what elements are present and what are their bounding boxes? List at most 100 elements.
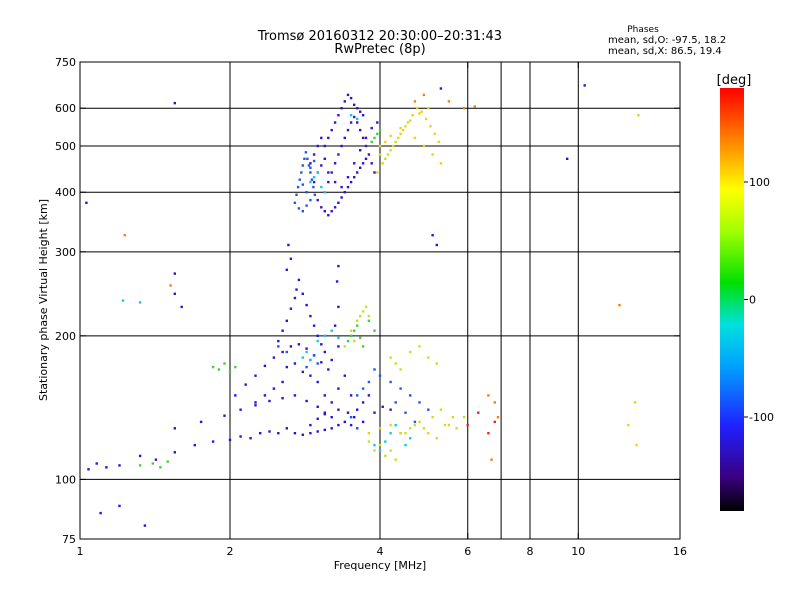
data-point xyxy=(310,178,314,181)
data-point xyxy=(337,264,340,268)
colorbar-label: [deg] xyxy=(717,73,752,88)
data-point xyxy=(118,464,121,467)
data-point xyxy=(364,157,368,160)
data-point xyxy=(343,345,346,348)
x-tick-label: 6 xyxy=(464,545,471,558)
data-point xyxy=(409,394,412,397)
data-point xyxy=(173,451,176,454)
data-point xyxy=(297,278,301,282)
y-tick-label: 750 xyxy=(55,56,76,69)
data-point xyxy=(404,125,407,128)
data-point xyxy=(424,117,428,121)
colorbar-tick-label: 0 xyxy=(749,294,756,307)
data-point xyxy=(309,358,312,362)
data-point xyxy=(409,119,412,122)
data-point xyxy=(154,458,158,461)
data-point xyxy=(356,171,359,174)
x-tick-label: 2 xyxy=(227,545,234,558)
data-point xyxy=(389,423,392,427)
data-point xyxy=(337,201,340,204)
data-point xyxy=(123,234,126,237)
data-point xyxy=(349,121,353,124)
data-point xyxy=(333,206,337,209)
data-point xyxy=(389,449,392,452)
data-point xyxy=(316,334,319,337)
data-point xyxy=(413,423,417,427)
data-point xyxy=(312,153,316,156)
data-point xyxy=(293,362,297,365)
data-point xyxy=(337,345,340,348)
data-point xyxy=(337,423,340,427)
data-point xyxy=(249,437,252,440)
data-point xyxy=(466,423,469,427)
data-point xyxy=(272,387,276,390)
data-point xyxy=(583,84,586,87)
data-point xyxy=(349,416,353,419)
data-point xyxy=(367,380,371,384)
data-point xyxy=(439,408,443,411)
data-point xyxy=(316,362,319,365)
data-point xyxy=(381,405,384,408)
data-point xyxy=(356,107,359,110)
data-point xyxy=(309,180,312,184)
data-point xyxy=(323,157,326,160)
data-point xyxy=(105,466,108,469)
phases-mean-x: mean, sd,X: 86.5, 19.4 xyxy=(608,46,722,57)
data-point xyxy=(277,345,280,348)
data-point xyxy=(361,114,365,117)
data-point xyxy=(306,157,309,160)
data-point xyxy=(285,268,288,271)
data-point xyxy=(633,401,637,404)
data-point xyxy=(451,416,454,419)
data-point xyxy=(340,185,343,189)
data-point xyxy=(378,427,382,430)
data-point xyxy=(289,345,293,348)
data-point xyxy=(330,401,333,404)
data-point xyxy=(293,394,297,397)
data-point xyxy=(244,383,247,386)
data-point xyxy=(138,301,142,304)
data-point xyxy=(320,206,323,209)
data-point xyxy=(566,157,569,160)
data-point xyxy=(356,427,359,430)
data-point xyxy=(327,136,330,140)
data-point xyxy=(443,423,447,427)
data-point xyxy=(316,171,319,174)
data-point xyxy=(316,144,319,148)
data-point xyxy=(312,180,316,184)
data-point xyxy=(409,350,412,354)
data-point xyxy=(239,408,242,411)
data-point xyxy=(312,159,316,163)
data-point xyxy=(316,417,319,420)
data-point xyxy=(297,343,301,346)
data-point xyxy=(353,115,356,119)
data-point xyxy=(298,178,301,181)
data-point xyxy=(361,310,365,313)
data-point xyxy=(320,185,323,189)
data-point xyxy=(496,416,500,419)
data-point xyxy=(343,420,346,424)
data-point xyxy=(323,413,326,416)
data-point xyxy=(268,430,271,433)
data-point xyxy=(335,280,339,283)
data-point xyxy=(281,350,284,354)
data-point xyxy=(323,394,326,397)
data-point xyxy=(356,319,359,322)
data-point xyxy=(330,329,333,332)
data-point xyxy=(263,394,267,397)
data-point xyxy=(268,399,271,403)
phases-title: Phases xyxy=(627,25,659,35)
data-point xyxy=(389,432,392,435)
data-point xyxy=(356,408,359,411)
data-point xyxy=(435,437,438,440)
data-point xyxy=(422,427,426,430)
data-point xyxy=(349,180,353,184)
data-point xyxy=(391,144,395,148)
data-point xyxy=(427,408,430,411)
data-point xyxy=(473,105,476,108)
data-point xyxy=(413,100,417,103)
data-point xyxy=(364,305,368,309)
data-point xyxy=(349,96,353,100)
data-point xyxy=(359,128,362,132)
